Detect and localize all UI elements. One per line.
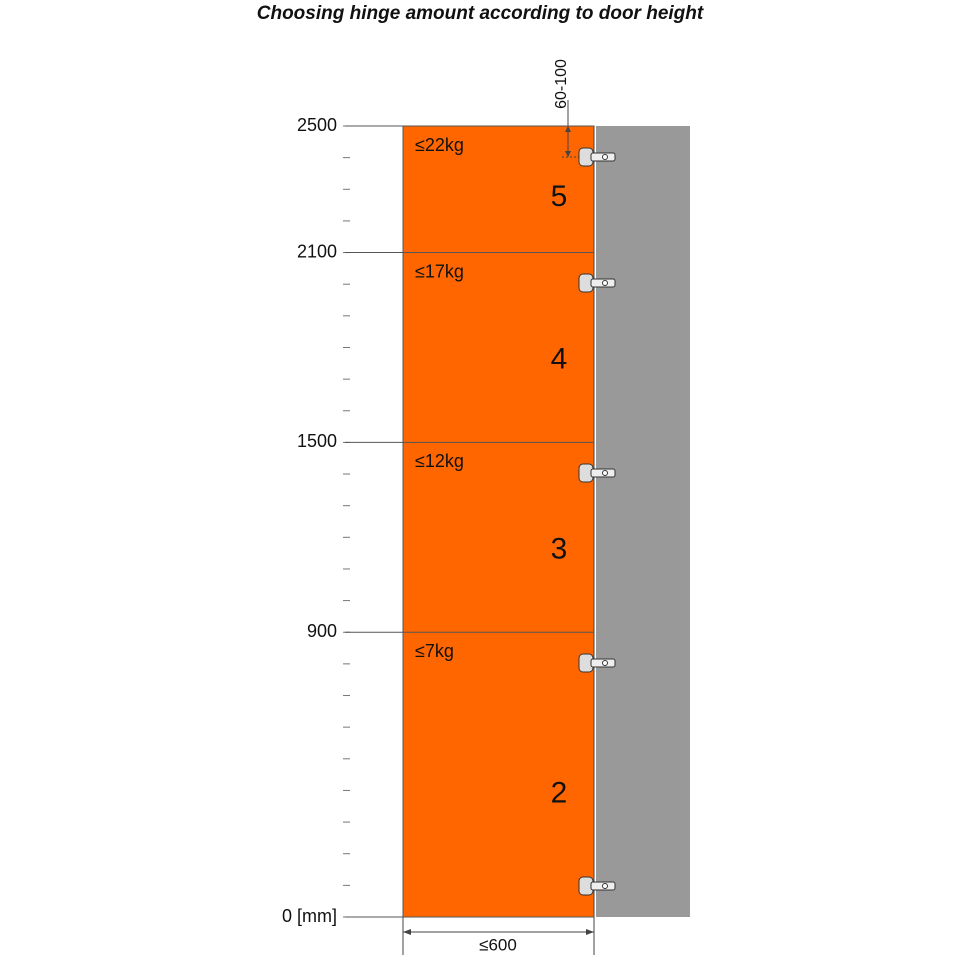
weight-label: ≤17kg: [415, 261, 464, 281]
hinges: [578, 147, 616, 896]
height-label: 900: [307, 621, 337, 641]
height-label: 0 [mm]: [282, 906, 337, 926]
hinge-count: 4: [551, 343, 568, 376]
hinge-screw: [602, 883, 608, 889]
height-label: 1500: [297, 431, 337, 451]
title: Choosing hinge amount according to door …: [257, 3, 704, 24]
offset-label: 60-100: [553, 59, 570, 109]
weight-label: ≤7kg: [415, 641, 454, 661]
hinge-count: 5: [551, 180, 568, 213]
hinge-count: 2: [551, 776, 568, 809]
door: [402, 125, 595, 918]
height-label: 2500: [297, 115, 337, 135]
hinge-count: 3: [551, 533, 568, 566]
width-label: ≤600: [479, 935, 517, 954]
hinge-screw: [602, 280, 608, 286]
hinge-screw: [602, 154, 608, 160]
weight-label: ≤12kg: [415, 451, 464, 471]
weight-label: ≤22kg: [415, 135, 464, 155]
height-label: 2100: [297, 241, 337, 261]
hinge-screw: [602, 470, 608, 476]
cabinet-side: [596, 126, 690, 917]
hinge-screw: [602, 660, 608, 666]
